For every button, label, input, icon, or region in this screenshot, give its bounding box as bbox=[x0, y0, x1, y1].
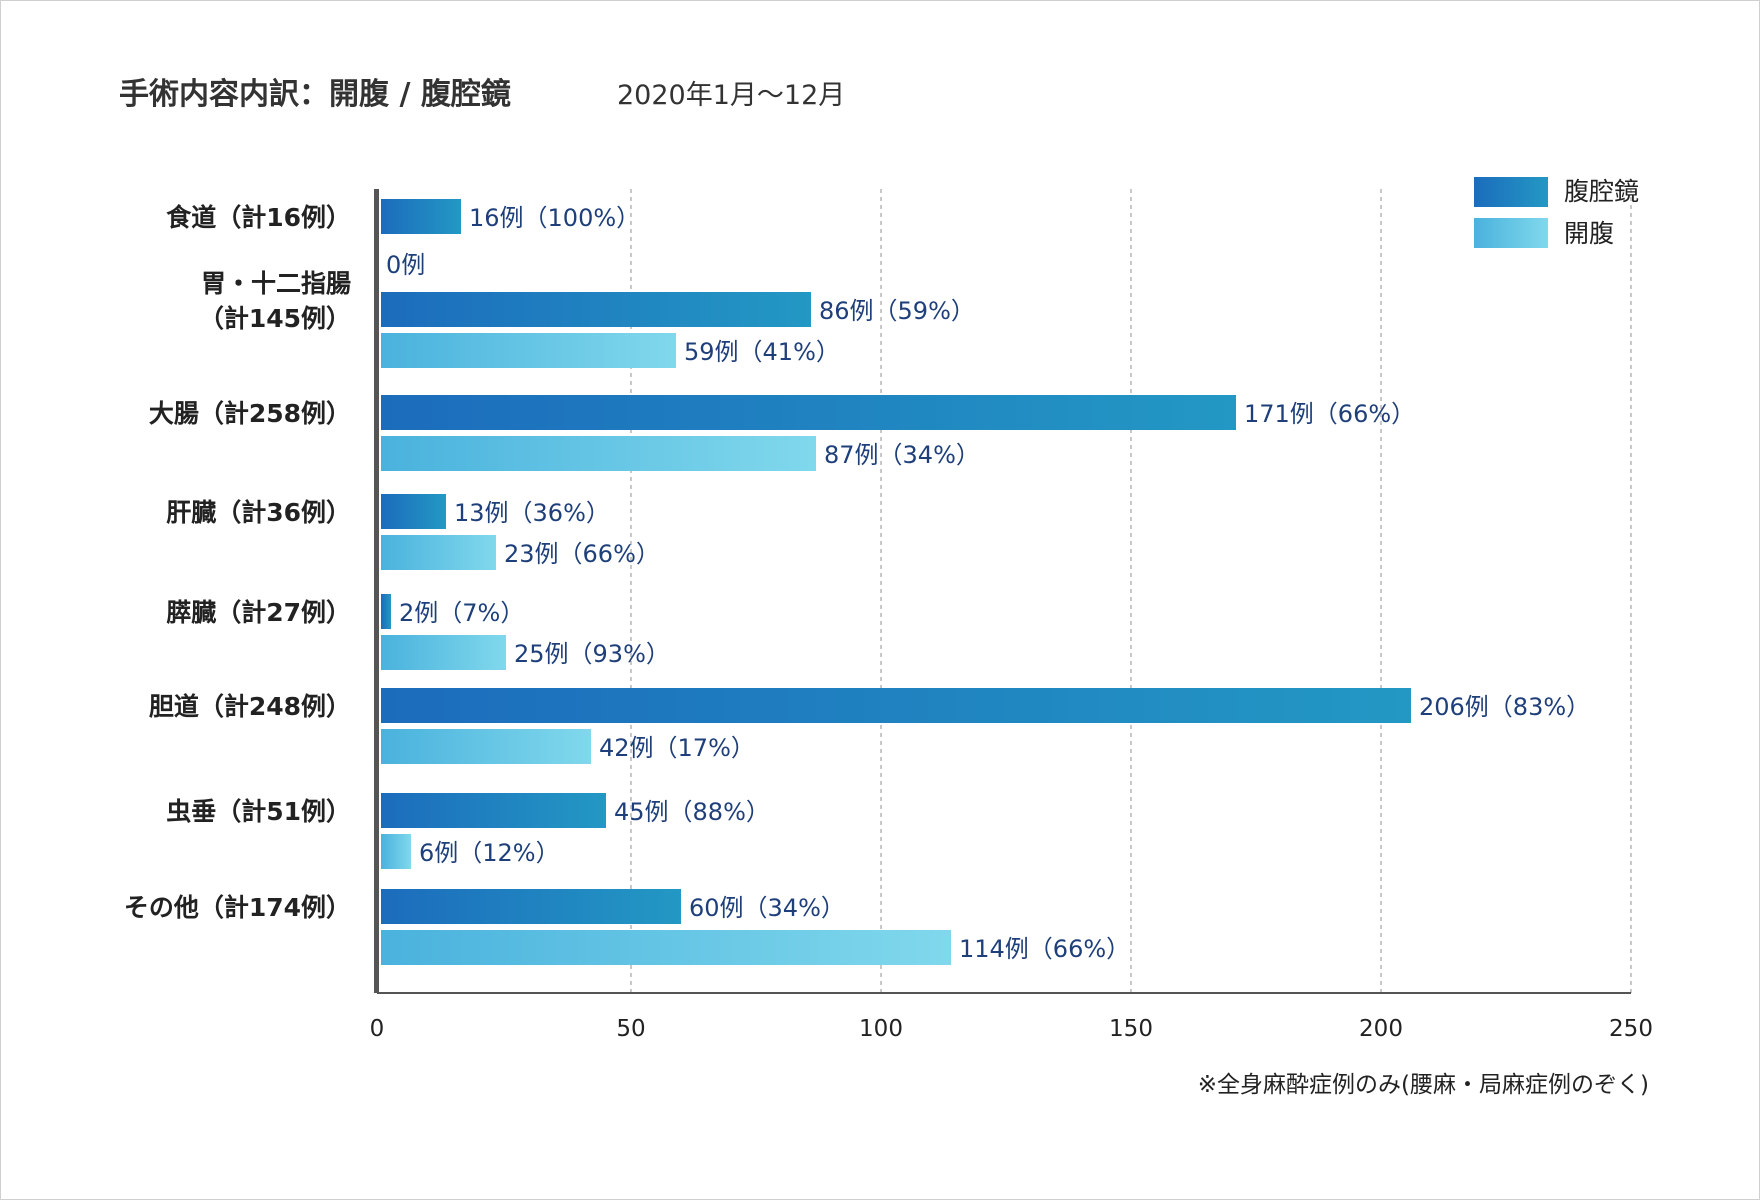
category-label: 食道（計16例） bbox=[166, 203, 351, 232]
bar-laparoscopic bbox=[381, 594, 391, 629]
data-label: 171例（66%） bbox=[1244, 400, 1415, 428]
footnote: ※全身麻酔症例のみ(腰麻・局麻症例のぞく) bbox=[1198, 1072, 1649, 1098]
data-label: 25例（93%） bbox=[514, 640, 670, 668]
x-tick-label: 200 bbox=[1359, 1016, 1403, 1042]
bar-open bbox=[381, 729, 591, 764]
chart-subtitle: 2020年1月〜12月 bbox=[617, 80, 845, 111]
labels: 食道（計16例） 胃・十二指腸 （計145例） 大腸（計258例） 肝臓（計36例） 膵臓… bbox=[124, 203, 1590, 963]
category-label: 虫垂（計51例） bbox=[166, 797, 351, 826]
category-label: 胆道（計248例） bbox=[149, 692, 351, 721]
data-label: 0例 bbox=[386, 251, 425, 279]
data-label: 6例（12%） bbox=[419, 839, 560, 867]
x-tick-label: 250 bbox=[1609, 1016, 1653, 1042]
bar-laparoscopic bbox=[381, 199, 461, 234]
bar-laparoscopic bbox=[381, 494, 446, 529]
chart-title: 手術内容内訳：開腹 / 腹腔鏡 bbox=[119, 77, 511, 112]
axes: 0 50 100 150 200 250 bbox=[370, 189, 1653, 1042]
x-tick-label: 50 bbox=[616, 1016, 645, 1042]
category-label: 大腸（計258例） bbox=[149, 399, 351, 428]
bar-open bbox=[381, 635, 506, 670]
bar-open bbox=[381, 333, 676, 368]
legend-swatch-open bbox=[1474, 218, 1548, 248]
data-label: 59例（41%） bbox=[684, 338, 840, 366]
legend-label-laparoscopic: 腹腔鏡 bbox=[1564, 177, 1639, 206]
bar-open bbox=[381, 834, 411, 869]
data-label: 87例（34%） bbox=[824, 441, 980, 469]
bar-laparoscopic bbox=[381, 688, 1411, 723]
data-label: 60例（34%） bbox=[689, 894, 845, 922]
data-label: 42例（17%） bbox=[599, 734, 755, 762]
bar-laparoscopic bbox=[381, 395, 1236, 430]
data-label: 16例（100%） bbox=[469, 204, 640, 232]
bars bbox=[381, 199, 1411, 965]
category-label: 胃・十二指腸 bbox=[201, 269, 351, 298]
data-label: 114例（66%） bbox=[959, 935, 1130, 963]
bar-open bbox=[381, 436, 816, 471]
legend-label-open: 開腹 bbox=[1564, 219, 1614, 248]
bar-laparoscopic bbox=[381, 889, 681, 924]
y-axis-line bbox=[374, 189, 379, 993]
bar-open bbox=[381, 930, 951, 965]
data-label: 2例（7%） bbox=[399, 599, 524, 627]
category-label: （計145例） bbox=[199, 304, 351, 333]
x-tick-label: 0 bbox=[370, 1016, 385, 1042]
category-label: 膵臓（計27例） bbox=[166, 598, 351, 627]
data-label: 86例（59%） bbox=[819, 297, 975, 325]
data-label: 13例（36%） bbox=[454, 499, 610, 527]
bar-open bbox=[381, 535, 496, 570]
category-label: その他（計174例） bbox=[124, 893, 351, 922]
x-tick-label: 150 bbox=[1109, 1016, 1153, 1042]
bar-laparoscopic bbox=[381, 292, 811, 327]
data-label: 45例（88%） bbox=[614, 798, 770, 826]
data-label: 23例（66%） bbox=[504, 540, 660, 568]
grid-lines bbox=[630, 189, 1632, 993]
bar-laparoscopic bbox=[381, 793, 606, 828]
legend-swatch-laparoscopic bbox=[1474, 177, 1548, 207]
x-tick-label: 100 bbox=[859, 1016, 903, 1042]
data-label: 206例（83%） bbox=[1419, 693, 1590, 721]
category-label: 肝臓（計36例） bbox=[166, 498, 351, 527]
legend: 腹腔鏡 開腹 bbox=[1474, 177, 1639, 248]
